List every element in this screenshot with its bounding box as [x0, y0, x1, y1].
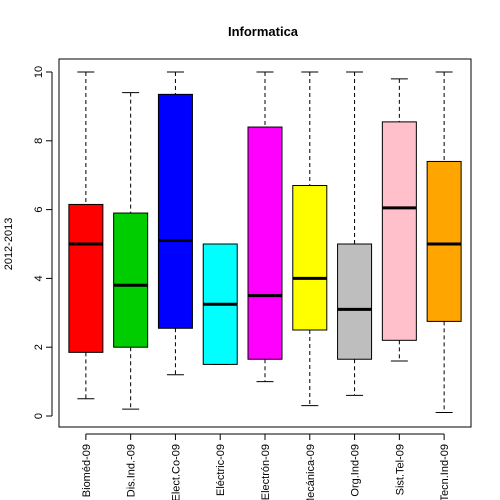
y-tick-label: 0 — [33, 413, 45, 419]
x-tick-label: Dis.Ind.-09 — [126, 444, 138, 497]
boxes — [68, 71, 462, 414]
x-axis: Bioméd-09 Dis.Ind.-09 Elect.Co-09 Eléctric-… — [81, 433, 451, 500]
box-group — [426, 71, 462, 414]
box — [426, 160, 462, 322]
box-group — [157, 71, 193, 376]
box-group — [247, 71, 283, 383]
y-tick-label: 2 — [33, 344, 45, 350]
y-tick-label: 6 — [33, 207, 45, 213]
x-tick-label: Org.Ind-09 — [350, 444, 362, 497]
box — [68, 203, 104, 353]
y-axis-label: 2012-2013 — [3, 218, 15, 271]
box-group — [202, 243, 238, 365]
box — [381, 121, 417, 341]
plot-frame — [58, 58, 472, 428]
y-tick-label: 4 — [33, 275, 45, 281]
x-tick-label: Bioméd-09 — [81, 444, 93, 497]
box — [337, 243, 373, 360]
x-tick-label: Tecn.Ind-09 — [439, 444, 451, 500]
box — [113, 212, 149, 348]
x-tick-label: Elect.Co-09 — [170, 444, 182, 500]
box-group — [292, 71, 328, 407]
chart-title: Informatica — [228, 24, 299, 39]
box-group — [113, 92, 149, 410]
box-group — [337, 71, 373, 396]
x-tick-label: Mecánica-09 — [305, 444, 317, 500]
y-axis: 0 2 4 6 8 10 — [33, 66, 53, 419]
x-tick-label: Sist.Tel-09 — [394, 444, 406, 495]
box — [292, 185, 328, 331]
box-group — [68, 71, 104, 400]
x-tick-label: Electrón-09 — [260, 444, 272, 500]
box — [157, 93, 193, 329]
y-tick-label: 10 — [33, 66, 45, 78]
box — [247, 126, 283, 360]
box-group — [381, 78, 417, 362]
x-tick-label: Eléctric-09 — [215, 444, 227, 496]
y-tick-label: 8 — [33, 138, 45, 144]
